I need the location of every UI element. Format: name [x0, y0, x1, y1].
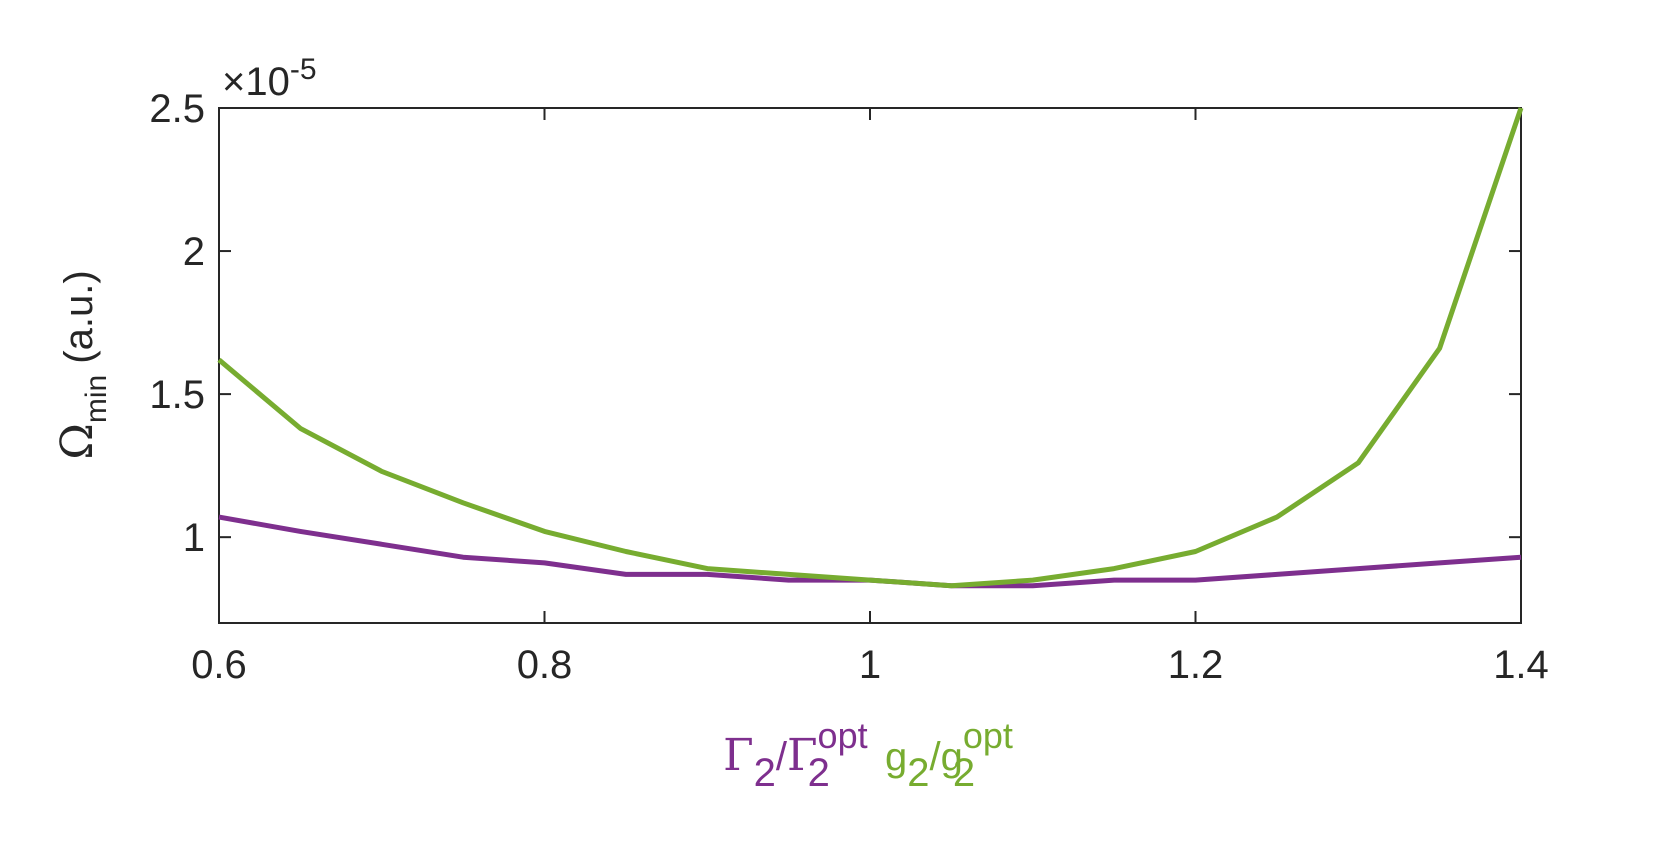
- x-label-gamma: Γ: [723, 730, 754, 781]
- y-axis-subscript: min: [80, 375, 113, 423]
- y-axis-label: Ωmin (a.u.): [52, 270, 113, 459]
- y-tick-label: 1: [183, 516, 205, 560]
- axis-ticks: [218, 107, 1522, 623]
- y-tick-labels: 1 1.5 2 2.5: [149, 87, 205, 560]
- x-label-g-opt-sup: opt: [963, 715, 1013, 756]
- y-tick-label: 2: [183, 230, 205, 274]
- svg-text:Ωmin (a.u.): Ωmin (a.u.): [52, 270, 113, 459]
- y-exponent-value: -5: [290, 53, 317, 86]
- x-axis-label: Γ2/Γopt 2 g2/gopt 2: [723, 715, 1013, 795]
- x-label-g-opt: g: [941, 735, 963, 779]
- x-tick-label: 0.8: [517, 643, 573, 687]
- x-tick-label: 0.6: [191, 643, 247, 687]
- y-tick-label: 2.5: [149, 87, 205, 131]
- x-label-g: g: [885, 735, 907, 779]
- x-label-g-sub: 2: [907, 751, 929, 795]
- x-tick-label: 1: [859, 643, 881, 687]
- x-label-gamma-opt: Γ: [787, 730, 818, 781]
- x-label-gamma-opt-sub: 2: [808, 751, 830, 795]
- x-label-slash-purple: /: [776, 735, 788, 779]
- x-label-slash-green: /: [929, 735, 941, 779]
- y-axis-suffix: (a.u.): [57, 270, 101, 374]
- y-exponent-label: ×10-5: [222, 53, 317, 104]
- plot-area: [218, 107, 1522, 624]
- x-label-g-opt-sub: 2: [953, 751, 975, 795]
- x-tick-labels: 0.6 0.8 1 1.2 1.4: [191, 643, 1549, 687]
- y-tick-label: 1.5: [149, 373, 205, 417]
- series-layer: [217, 107, 1524, 589]
- series-line-2: [217, 107, 1524, 589]
- x-label-gamma-sub: 2: [754, 751, 776, 795]
- x-tick-label: 1.2: [1168, 643, 1224, 687]
- x-label-gamma-opt-sup: opt: [818, 715, 868, 756]
- y-axis-symbol: Ω: [52, 423, 103, 459]
- x-tick-label: 1.4: [1493, 643, 1549, 687]
